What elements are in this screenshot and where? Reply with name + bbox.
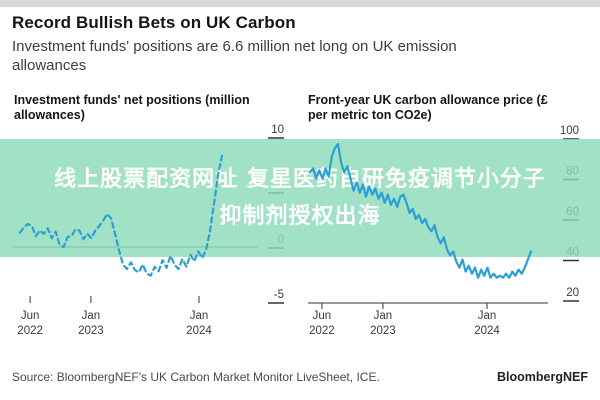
svg-text:-5: -5 <box>274 289 284 301</box>
left-chart-title: Investment funds' net positions (million… <box>14 93 250 122</box>
right-chart-title: Front-year UK carbon allowance price (£ … <box>308 93 548 122</box>
source-note: Source: BloombergNEF's UK Carbon Market … <box>12 370 380 384</box>
svg-text:2023: 2023 <box>78 325 104 337</box>
brand-logo-text: BloombergNEF <box>497 370 588 384</box>
svg-text:10: 10 <box>271 124 284 136</box>
overlay-text-line2: 抑制剂授权出海 <box>219 204 381 229</box>
svg-text:2023: 2023 <box>370 325 396 337</box>
overlay-banner: 线上股票配资网址 复星医药自研免疫调节小分子 抑制剂授权出海 <box>0 139 600 257</box>
svg-text:Jun: Jun <box>313 310 332 322</box>
svg-text:Jan: Jan <box>478 310 497 322</box>
svg-text:Jan: Jan <box>82 310 101 322</box>
overlay-text-line1: 线上股票配资网址 复星医药自研免疫调节小分子 <box>54 167 546 192</box>
page-title: Record Bullish Bets on UK Carbon <box>12 13 296 32</box>
svg-text:2022: 2022 <box>17 325 43 337</box>
svg-text:2024: 2024 <box>474 325 500 337</box>
svg-text:Jan: Jan <box>190 310 209 322</box>
top-border-strip <box>0 0 600 7</box>
svg-text:2024: 2024 <box>186 325 212 337</box>
svg-text:20: 20 <box>566 287 579 299</box>
svg-text:Jun: Jun <box>21 310 40 322</box>
svg-text:2022: 2022 <box>309 325 335 337</box>
svg-text:100: 100 <box>560 125 579 137</box>
svg-text:Jan: Jan <box>374 310 393 322</box>
page-subtitle: Investment funds' positions are 6.6 mill… <box>12 38 457 74</box>
